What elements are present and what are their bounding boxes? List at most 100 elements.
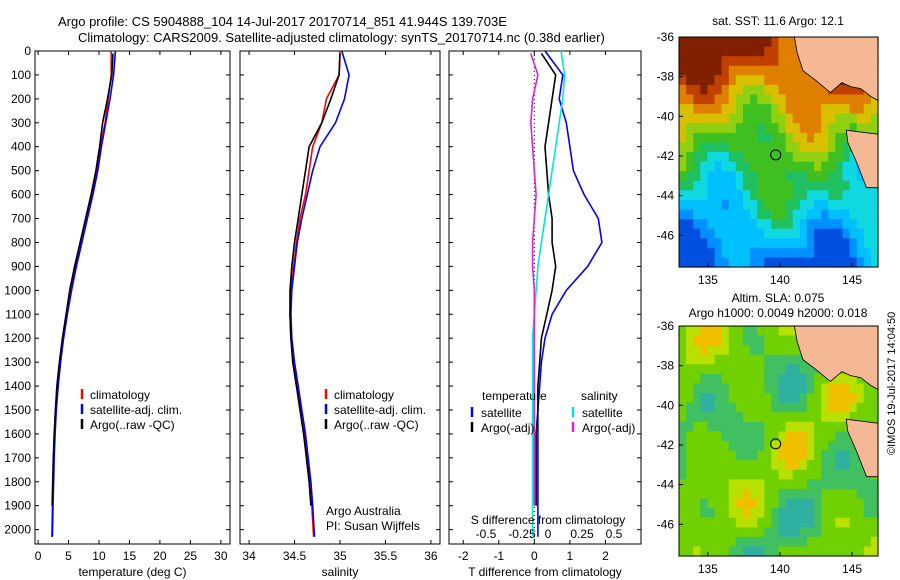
heatmap-cell <box>806 421 815 433</box>
heatmap-cell <box>750 123 758 134</box>
heatmap-cell <box>693 393 701 404</box>
heatmap-cell <box>771 364 780 375</box>
heatmap-cell <box>835 84 844 96</box>
heatmap-cell <box>742 345 751 356</box>
heatmap-cell <box>757 142 765 153</box>
heatmap-cell <box>700 257 709 268</box>
heatmap-cell <box>828 104 836 115</box>
heatmap-cell <box>835 421 844 433</box>
heatmap-cell <box>814 441 822 452</box>
heatmap-cell <box>785 479 794 490</box>
heatmap-cell <box>806 180 815 191</box>
heatmap-cell <box>771 152 780 163</box>
heatmap-cell <box>721 113 730 124</box>
heatmap-cell <box>764 247 772 259</box>
heatmap-cell <box>863 527 872 538</box>
heatmap-cell <box>778 219 787 230</box>
heatmap-cell <box>821 469 829 480</box>
heatmap-cell <box>856 257 865 268</box>
heatmap-cell <box>771 65 780 76</box>
heatmap-cell <box>799 94 808 105</box>
x-axis-label: salinity <box>322 565 359 579</box>
heatmap-cell <box>679 161 687 172</box>
heatmap-cell <box>849 527 858 538</box>
heatmap-cell <box>778 488 787 500</box>
x-tick-label: 145 <box>842 273 862 287</box>
heatmap-cell <box>856 123 865 134</box>
heatmap-cell <box>707 326 716 337</box>
heatmap-cell <box>828 536 836 548</box>
heatmap-cell <box>700 383 709 394</box>
heatmap-cell <box>856 104 865 115</box>
heatmap-cell <box>728 75 737 86</box>
x-axis-label: temperature (deg C) <box>78 565 186 579</box>
heatmap-cell <box>806 479 815 490</box>
heatmap-cell <box>821 402 829 413</box>
heatmap-cell <box>821 180 829 191</box>
heatmap-cell <box>814 84 822 96</box>
heatmap-cell <box>728 441 737 452</box>
heatmap-cell <box>835 536 844 548</box>
heatmap-cell <box>721 84 730 96</box>
heatmap-cell <box>842 441 851 452</box>
heatmap-cell <box>863 508 872 519</box>
heatmap-cell <box>764 421 772 433</box>
heatmap-cell <box>693 257 701 268</box>
heatmap-cell <box>693 383 701 394</box>
heatmap-cell <box>821 536 829 548</box>
heatmap-cell <box>778 65 787 76</box>
sla-map-title: Altim. SLA: 0.075 <box>732 291 825 305</box>
heatmap-cell <box>764 431 772 442</box>
heatmap-cell <box>707 113 716 124</box>
heatmap-cell <box>835 546 844 557</box>
heatmap-cell <box>849 199 858 211</box>
heatmap-cell <box>679 527 687 538</box>
heatmap-cell <box>750 364 758 375</box>
heatmap-cell <box>821 527 829 538</box>
heatmap-cell <box>771 238 780 249</box>
heatmap-cell <box>686 450 694 461</box>
heatmap-cell <box>814 527 822 538</box>
heatmap-cell <box>757 247 765 259</box>
legend-label: satellite-adj. clim. <box>90 403 182 417</box>
heatmap-cell <box>856 247 865 259</box>
map-frame <box>678 325 879 557</box>
heatmap-cell <box>750 517 758 528</box>
series-line-satellite-adj-clim- <box>290 50 350 537</box>
heatmap-cell <box>778 412 787 423</box>
heatmap-cell <box>814 373 822 385</box>
heatmap-cell <box>721 180 730 191</box>
heatmap-cell <box>735 412 744 423</box>
heatmap-cell <box>721 56 730 67</box>
heatmap-cell <box>735 94 744 105</box>
heatmap-cell <box>700 498 709 509</box>
heatmap-cell <box>693 113 701 124</box>
heatmap-cell <box>814 228 822 239</box>
heatmap-cell <box>828 479 836 490</box>
heatmap-cell <box>821 219 829 230</box>
heatmap-cell <box>728 219 737 230</box>
heatmap-cell <box>728 421 737 433</box>
heatmap-cell <box>792 132 801 144</box>
heatmap-cell <box>742 450 751 461</box>
heatmap-cell <box>757 219 765 230</box>
heatmap-cell <box>814 104 822 115</box>
heatmap-cell <box>814 219 822 230</box>
heatmap-cell <box>814 180 822 191</box>
heatmap-cell <box>863 479 872 490</box>
heatmap-cell <box>735 65 744 76</box>
heatmap-cell <box>728 142 737 153</box>
heatmap-cell <box>814 412 822 423</box>
heatmap-cell <box>757 431 765 442</box>
heatmap-cell <box>842 373 851 385</box>
heatmap-cell <box>700 326 709 337</box>
heatmap-cell <box>714 247 723 259</box>
heatmap-cell <box>686 84 694 96</box>
heatmap-cell <box>764 517 772 528</box>
heatmap-cell <box>721 46 730 57</box>
heatmap-cell <box>856 171 865 182</box>
heatmap-cell <box>799 190 808 201</box>
heatmap-cell <box>700 180 709 191</box>
heatmap-cell <box>771 104 780 115</box>
x-tick-label: 36 <box>424 549 438 563</box>
